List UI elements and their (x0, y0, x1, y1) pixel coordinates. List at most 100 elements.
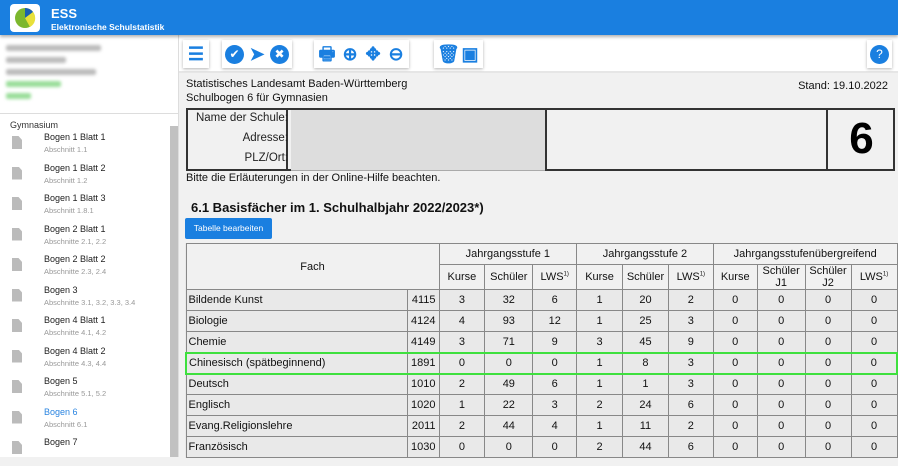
app-subtitle: Elektronische Schulstatistik (51, 22, 165, 32)
check-icon[interactable]: ✔ (225, 44, 244, 64)
value-cell: 3 (532, 394, 578, 416)
document-icon (12, 319, 22, 332)
app-header: ESS Elektronische Schulstatistik (0, 0, 898, 35)
move-icon[interactable]: ✥ (365, 44, 381, 64)
item-subtitle: Abschnitt 1.1 (44, 145, 88, 154)
group-label: Gymnasium (10, 120, 59, 130)
sidebar-item[interactable]: Bogen 1 Blatt 3 Abschnitt 1.8.1 (0, 191, 179, 222)
item-subtitle: Abschnitt 6.1 (44, 419, 88, 429)
header-schueler-j2: Schüler J2 (804, 264, 852, 290)
table-row[interactable]: Deutsch 1010 2 49 6 1 1 3 0 0 0 0 (185, 373, 898, 395)
table-row[interactable]: Chinesisch (spätbeginnend) 1891 0 0 0 1 8 3 0 0 0 0 (184, 351, 898, 375)
document-icon (12, 288, 22, 302)
value-cell: 1 (622, 373, 669, 395)
value-cell: 0 (756, 373, 806, 395)
ess-logo (10, 4, 40, 32)
delete-icon[interactable]: 🗑 (437, 44, 460, 64)
value-cell: 0 (756, 394, 806, 416)
value-cell: 0 (850, 415, 898, 437)
table-row[interactable]: Biologie 4124 4 93 12 1 25 3 0 0 0 0 (185, 310, 898, 332)
label-address: Adresse: (242, 132, 288, 144)
sidebar-item[interactable]: Bogen 3 Abschnitte 3.1, 3.2, 3.3, 3.4 (0, 283, 179, 314)
edit-table-button[interactable]: Tabelle bearbeiten (185, 218, 272, 239)
header-lws: LWS1) (850, 264, 898, 290)
code-cell: 2011 (406, 415, 440, 437)
value-cell: 0 (756, 351, 806, 375)
plz-field (291, 150, 545, 171)
document-icon (12, 349, 22, 363)
item-subtitle: Abschnitte 2.1, 2.2 (44, 236, 107, 246)
item-name: Bogen 4 Blatt 2 (44, 345, 106, 356)
code-cell: 1030 (406, 436, 440, 458)
document-icon (12, 380, 22, 393)
school-info-blurred (0, 35, 178, 99)
table-row[interactable]: Englisch 1020 1 22 3 2 24 6 0 0 0 0 (185, 394, 898, 416)
scrollbar[interactable] (170, 126, 178, 457)
table-row[interactable]: Evang.Religionslehre 2011 2 44 4 1 11 2 0 0 0 0 (185, 415, 898, 437)
sidebar-item[interactable]: Bogen 7 (0, 435, 179, 466)
print-icon[interactable]: 🖶 (318, 44, 336, 64)
value-cell: 2 (576, 394, 623, 416)
sidebar-item[interactable]: Bogen 2 Blatt 2 Abschnitte 2.3, 2.4 (0, 252, 179, 283)
value-cell: 0 (804, 394, 852, 416)
value-cell: 0 (712, 331, 758, 353)
table-row[interactable]: Französisch 1030 0 0 0 2 44 6 0 0 0 0 (185, 436, 898, 458)
item-name: Bogen 5 (44, 376, 78, 386)
document-icon (12, 136, 22, 149)
value-cell: 12 (532, 310, 578, 332)
sidebar-item[interactable]: Bogen 4 Blatt 2 Abschnitte 4.3, 4.4 (0, 344, 179, 375)
sidebar: Gymnasium Bogen 1 Blatt 1 Abschnitt 1.1 Bo… (0, 35, 179, 457)
value-cell: 9 (532, 331, 578, 353)
sidebar-item[interactable]: Bogen 1 Blatt 2 Abschnitt 1.2 (0, 161, 179, 192)
value-cell: 8 (622, 351, 669, 375)
app-title: ESS (51, 6, 78, 21)
code-cell: 4115 (406, 289, 440, 311)
value-cell: 1 (576, 289, 623, 311)
sidebar-item[interactable]: Bogen 4 Blatt 1 Abschnitte 4.1, 4.2 (0, 313, 179, 344)
zoom-out-icon[interactable]: ⊖ (388, 44, 404, 64)
value-cell: 3 (667, 310, 714, 332)
value-cell: 71 (484, 331, 534, 353)
sidebar-item[interactable]: Bogen 5 Abschnitte 5.1, 5.2 (0, 374, 179, 405)
cancel-icon[interactable]: ✖ (270, 44, 289, 64)
value-cell: 0 (712, 310, 758, 332)
value-cell: 2 (438, 415, 486, 437)
sidebar-item[interactable]: Bogen 1 Blatt 1 Abschnitt 1.1 (0, 130, 179, 161)
value-cell: 49 (484, 373, 534, 395)
value-cell: 0 (756, 310, 806, 332)
value-cell: 3 (438, 289, 486, 311)
send-icon[interactable]: ➤ (249, 44, 265, 64)
stand-date: Stand: 19.10.2022 (798, 80, 888, 92)
menu-icon[interactable]: ☰ (187, 44, 205, 64)
value-cell: 0 (438, 436, 486, 458)
item-subtitle: Abschnitte 4.1, 4.2 (44, 328, 107, 337)
item-subtitle: Abschnitte 3.1, 3.2, 3.3, 3.4 (44, 297, 136, 307)
item-name: Bogen 4 Blatt 1 (44, 315, 106, 325)
value-cell: 3 (667, 351, 714, 375)
zoom-in-icon[interactable]: ⊕ (342, 44, 358, 64)
value-cell: 0 (756, 415, 806, 437)
help-icon[interactable]: ? (870, 44, 889, 64)
value-cell: 0 (712, 415, 758, 437)
header-lws: LWS1) (667, 264, 714, 290)
item-subtitle: Abschnitte 5.1, 5.2 (44, 389, 107, 398)
label-plz: PLZ/Ort: (244, 152, 288, 164)
item-name: Bogen 1 Blatt 2 (44, 162, 106, 173)
sidebar-item[interactable]: Bogen 6 Abschnitt 6.1 (0, 405, 179, 436)
item-name: Bogen 7 (44, 437, 78, 447)
value-cell: 0 (756, 436, 806, 458)
table-row[interactable]: Bildende Kunst 4115 3 32 6 1 20 2 0 0 0 0 (185, 289, 898, 311)
value-cell: 0 (712, 351, 758, 375)
value-cell: 0 (850, 394, 898, 416)
table-row[interactable]: Chemie 4149 3 71 9 3 45 9 0 0 0 0 (185, 331, 898, 353)
subject-cell: Chinesisch (spätbeginnend) (184, 351, 408, 375)
value-cell: 0 (756, 289, 806, 311)
sidebar-item[interactable]: Bogen 2 Blatt 1 Abschnitte 2.1, 2.2 (0, 222, 179, 253)
save-icon[interactable]: ▣ (461, 44, 479, 64)
value-cell: 2 (438, 373, 486, 395)
document-icon (12, 197, 22, 210)
value-cell: 6 (532, 289, 578, 311)
document-icon (12, 410, 22, 424)
header-kurse: Kurse (712, 264, 758, 290)
value-cell: 4 (438, 310, 486, 332)
